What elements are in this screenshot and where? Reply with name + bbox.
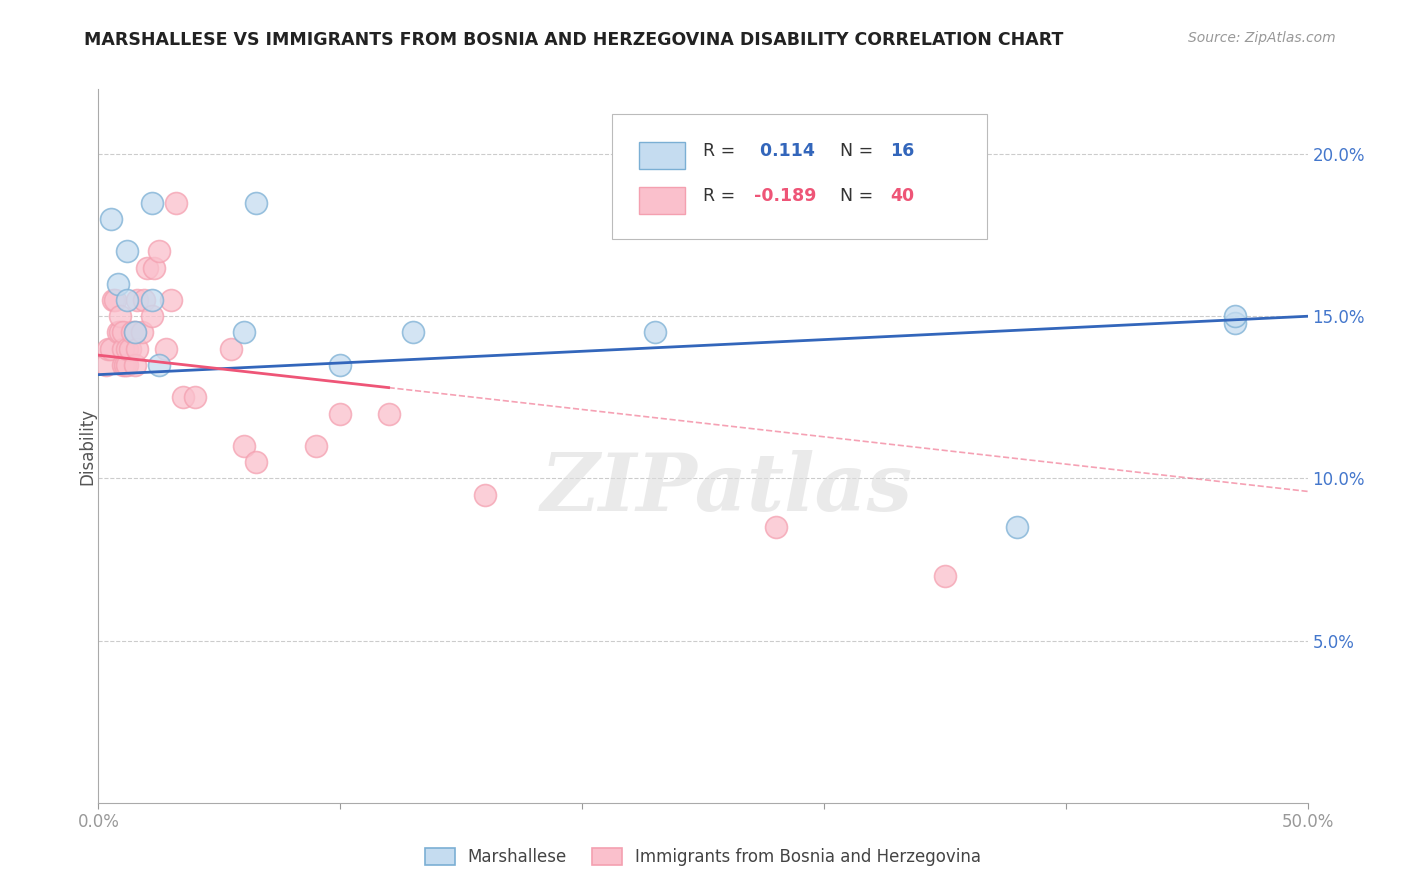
Point bbox=[104, 293, 127, 307]
Point bbox=[232, 439, 254, 453]
Point bbox=[94, 358, 117, 372]
Point bbox=[329, 358, 352, 372]
Point bbox=[329, 407, 352, 421]
Point bbox=[141, 195, 163, 210]
Text: N =: N = bbox=[839, 143, 879, 161]
Point bbox=[111, 358, 134, 372]
Point bbox=[114, 358, 136, 372]
Point bbox=[124, 358, 146, 372]
Point bbox=[108, 310, 131, 324]
Point bbox=[117, 358, 139, 372]
Point bbox=[117, 342, 139, 356]
Point bbox=[108, 326, 131, 340]
Point bbox=[305, 439, 328, 453]
Text: N =: N = bbox=[839, 187, 879, 205]
FancyBboxPatch shape bbox=[613, 114, 987, 239]
Point bbox=[117, 244, 139, 259]
Text: R =: R = bbox=[703, 187, 741, 205]
Legend: Marshallese, Immigrants from Bosnia and Herzegovina: Marshallese, Immigrants from Bosnia and … bbox=[416, 840, 990, 875]
Point bbox=[124, 326, 146, 340]
Point bbox=[143, 260, 166, 275]
Point bbox=[134, 293, 156, 307]
Point bbox=[148, 358, 170, 372]
Point bbox=[245, 455, 267, 469]
Point bbox=[245, 195, 267, 210]
Text: 16: 16 bbox=[890, 143, 915, 161]
Point bbox=[127, 293, 149, 307]
Point bbox=[101, 293, 124, 307]
Point bbox=[111, 326, 134, 340]
FancyBboxPatch shape bbox=[638, 187, 685, 214]
Text: 40: 40 bbox=[890, 187, 914, 205]
Point bbox=[160, 293, 183, 307]
Text: MARSHALLESE VS IMMIGRANTS FROM BOSNIA AND HERZEGOVINA DISABILITY CORRELATION CHA: MARSHALLESE VS IMMIGRANTS FROM BOSNIA AN… bbox=[84, 31, 1064, 49]
Text: ZIPatlas: ZIPatlas bbox=[541, 450, 914, 527]
Point bbox=[127, 342, 149, 356]
Point bbox=[165, 195, 187, 210]
Point bbox=[118, 342, 141, 356]
Point bbox=[644, 326, 666, 340]
Point bbox=[221, 342, 243, 356]
Point bbox=[124, 326, 146, 340]
Point bbox=[97, 342, 120, 356]
Point bbox=[148, 244, 170, 259]
Text: R =: R = bbox=[703, 143, 741, 161]
Point bbox=[141, 310, 163, 324]
Point bbox=[1223, 316, 1246, 330]
Point bbox=[377, 407, 399, 421]
Point bbox=[232, 326, 254, 340]
Point bbox=[111, 342, 134, 356]
Text: -0.189: -0.189 bbox=[754, 187, 815, 205]
Point bbox=[117, 293, 139, 307]
Text: Source: ZipAtlas.com: Source: ZipAtlas.com bbox=[1188, 31, 1336, 45]
Point bbox=[121, 326, 143, 340]
FancyBboxPatch shape bbox=[638, 142, 685, 169]
Point bbox=[100, 211, 122, 226]
Point bbox=[765, 520, 787, 534]
Point bbox=[135, 260, 157, 275]
Point bbox=[100, 342, 122, 356]
Point bbox=[1007, 520, 1029, 534]
Point bbox=[141, 293, 163, 307]
Point bbox=[474, 488, 496, 502]
Point bbox=[155, 342, 177, 356]
Point bbox=[1223, 310, 1246, 324]
Y-axis label: Disability: Disability bbox=[79, 408, 96, 484]
Text: 0.114: 0.114 bbox=[754, 143, 814, 161]
Point bbox=[402, 326, 425, 340]
Point bbox=[184, 390, 207, 404]
Point bbox=[107, 326, 129, 340]
Point bbox=[131, 326, 153, 340]
Point bbox=[107, 277, 129, 291]
Point bbox=[934, 568, 956, 582]
Point bbox=[172, 390, 194, 404]
